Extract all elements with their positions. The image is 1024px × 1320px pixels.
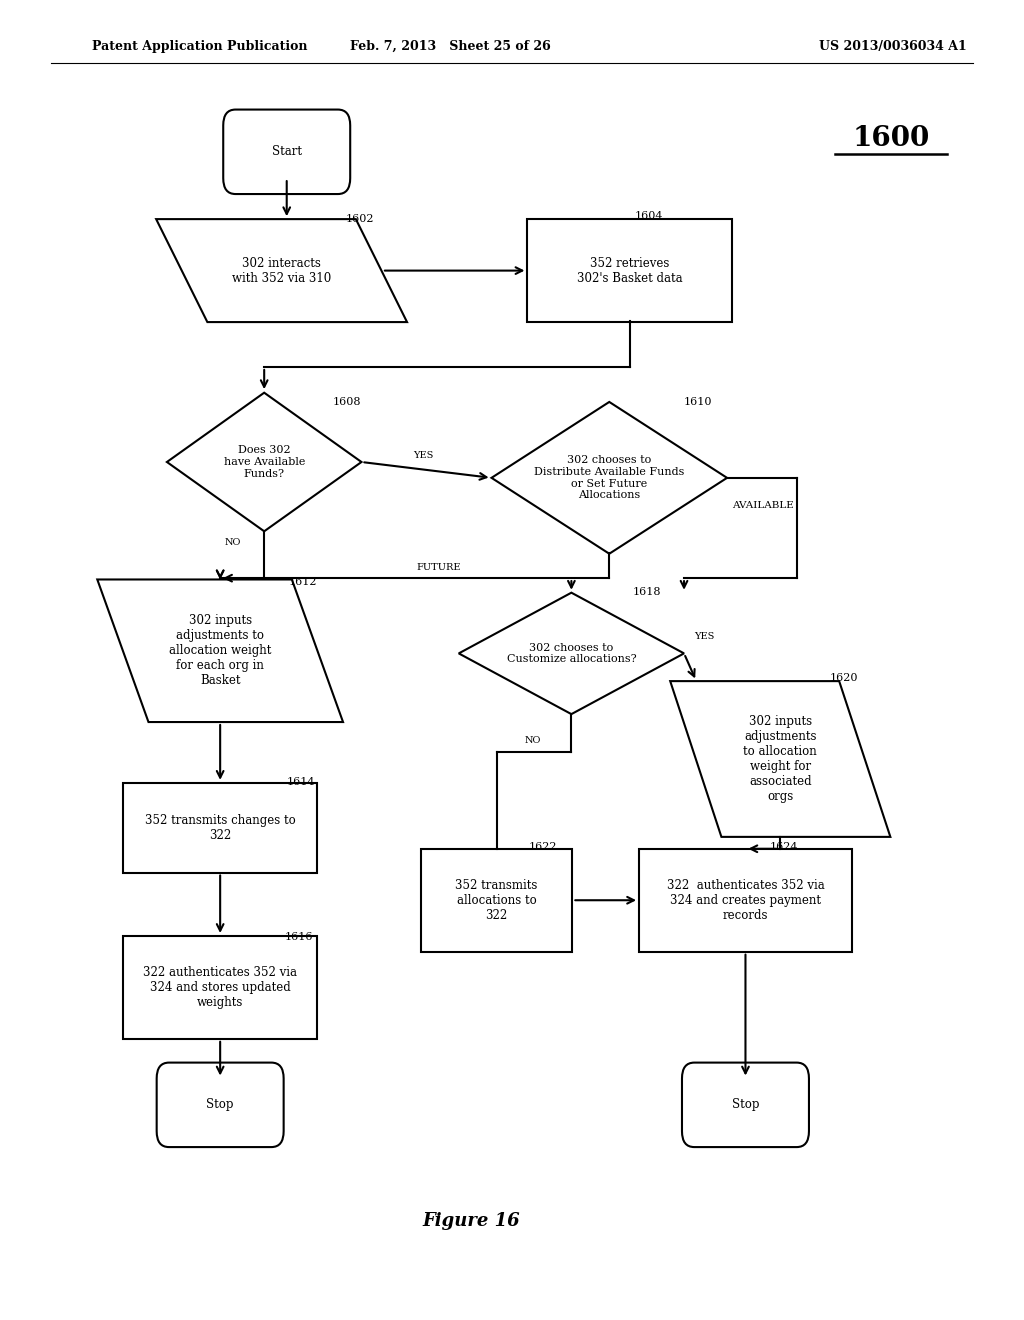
- Text: NO: NO: [224, 539, 241, 548]
- Bar: [639, 849, 852, 952]
- FancyBboxPatch shape: [682, 1063, 809, 1147]
- Text: Start: Start: [271, 145, 302, 158]
- Bar: [421, 849, 572, 952]
- Text: YES: YES: [694, 632, 715, 642]
- Text: 322  authenticates 352 via
324 and creates payment
records: 322 authenticates 352 via 324 and create…: [667, 879, 824, 921]
- FancyBboxPatch shape: [223, 110, 350, 194]
- Polygon shape: [167, 393, 361, 531]
- Text: 302 inputs
adjustments
to allocation
weight for
associated
orgs: 302 inputs adjustments to allocation wei…: [743, 715, 817, 803]
- Text: Feb. 7, 2013   Sheet 25 of 26: Feb. 7, 2013 Sheet 25 of 26: [350, 40, 551, 53]
- Polygon shape: [492, 401, 727, 554]
- Text: FUTURE: FUTURE: [416, 564, 461, 573]
- Text: Stop: Stop: [207, 1098, 233, 1111]
- Text: 1612: 1612: [289, 577, 317, 587]
- Bar: [527, 219, 732, 322]
- Text: 1614: 1614: [287, 777, 315, 788]
- Text: 1600: 1600: [852, 125, 930, 152]
- Text: 1616: 1616: [285, 932, 313, 942]
- Polygon shape: [670, 681, 891, 837]
- Text: 1622: 1622: [528, 842, 557, 853]
- Text: Stop: Stop: [732, 1098, 759, 1111]
- Text: 302 chooses to
Distribute Available Funds
or Set Future
Allocations: 302 chooses to Distribute Available Fund…: [535, 455, 684, 500]
- Polygon shape: [97, 579, 343, 722]
- Bar: [123, 783, 317, 873]
- Text: 1624: 1624: [770, 842, 799, 853]
- Text: 302 chooses to
Customize allocations?: 302 chooses to Customize allocations?: [507, 643, 636, 664]
- Text: NO: NO: [524, 737, 541, 746]
- Text: 352 transmits changes to
322: 352 transmits changes to 322: [144, 813, 296, 842]
- Text: 322 authenticates 352 via
324 and stores updated
weights: 322 authenticates 352 via 324 and stores…: [143, 966, 297, 1008]
- Text: 1620: 1620: [829, 673, 858, 684]
- Text: 352 retrieves
302's Basket data: 352 retrieves 302's Basket data: [577, 256, 683, 285]
- Text: Does 302
have Available
Funds?: Does 302 have Available Funds?: [223, 445, 305, 479]
- Text: 1618: 1618: [633, 587, 662, 598]
- Text: 1610: 1610: [684, 397, 713, 408]
- Text: 1608: 1608: [333, 397, 361, 408]
- Polygon shape: [459, 593, 684, 714]
- Text: 302 inputs
adjustments to
allocation weight
for each org in
Basket: 302 inputs adjustments to allocation wei…: [169, 614, 271, 688]
- Bar: [123, 936, 317, 1039]
- Text: US 2013/0036034 A1: US 2013/0036034 A1: [819, 40, 967, 53]
- Text: 352 transmits
allocations to
322: 352 transmits allocations to 322: [456, 879, 538, 921]
- Text: AVAILABLE: AVAILABLE: [732, 502, 794, 511]
- Polygon shape: [157, 219, 408, 322]
- Text: 1602: 1602: [346, 214, 375, 224]
- FancyBboxPatch shape: [157, 1063, 284, 1147]
- Text: 302 interacts
with 352 via 310: 302 interacts with 352 via 310: [232, 256, 331, 285]
- Text: Figure 16: Figure 16: [422, 1212, 520, 1230]
- Text: YES: YES: [413, 451, 433, 461]
- Text: 1604: 1604: [635, 211, 664, 222]
- Text: Patent Application Publication: Patent Application Publication: [92, 40, 307, 53]
